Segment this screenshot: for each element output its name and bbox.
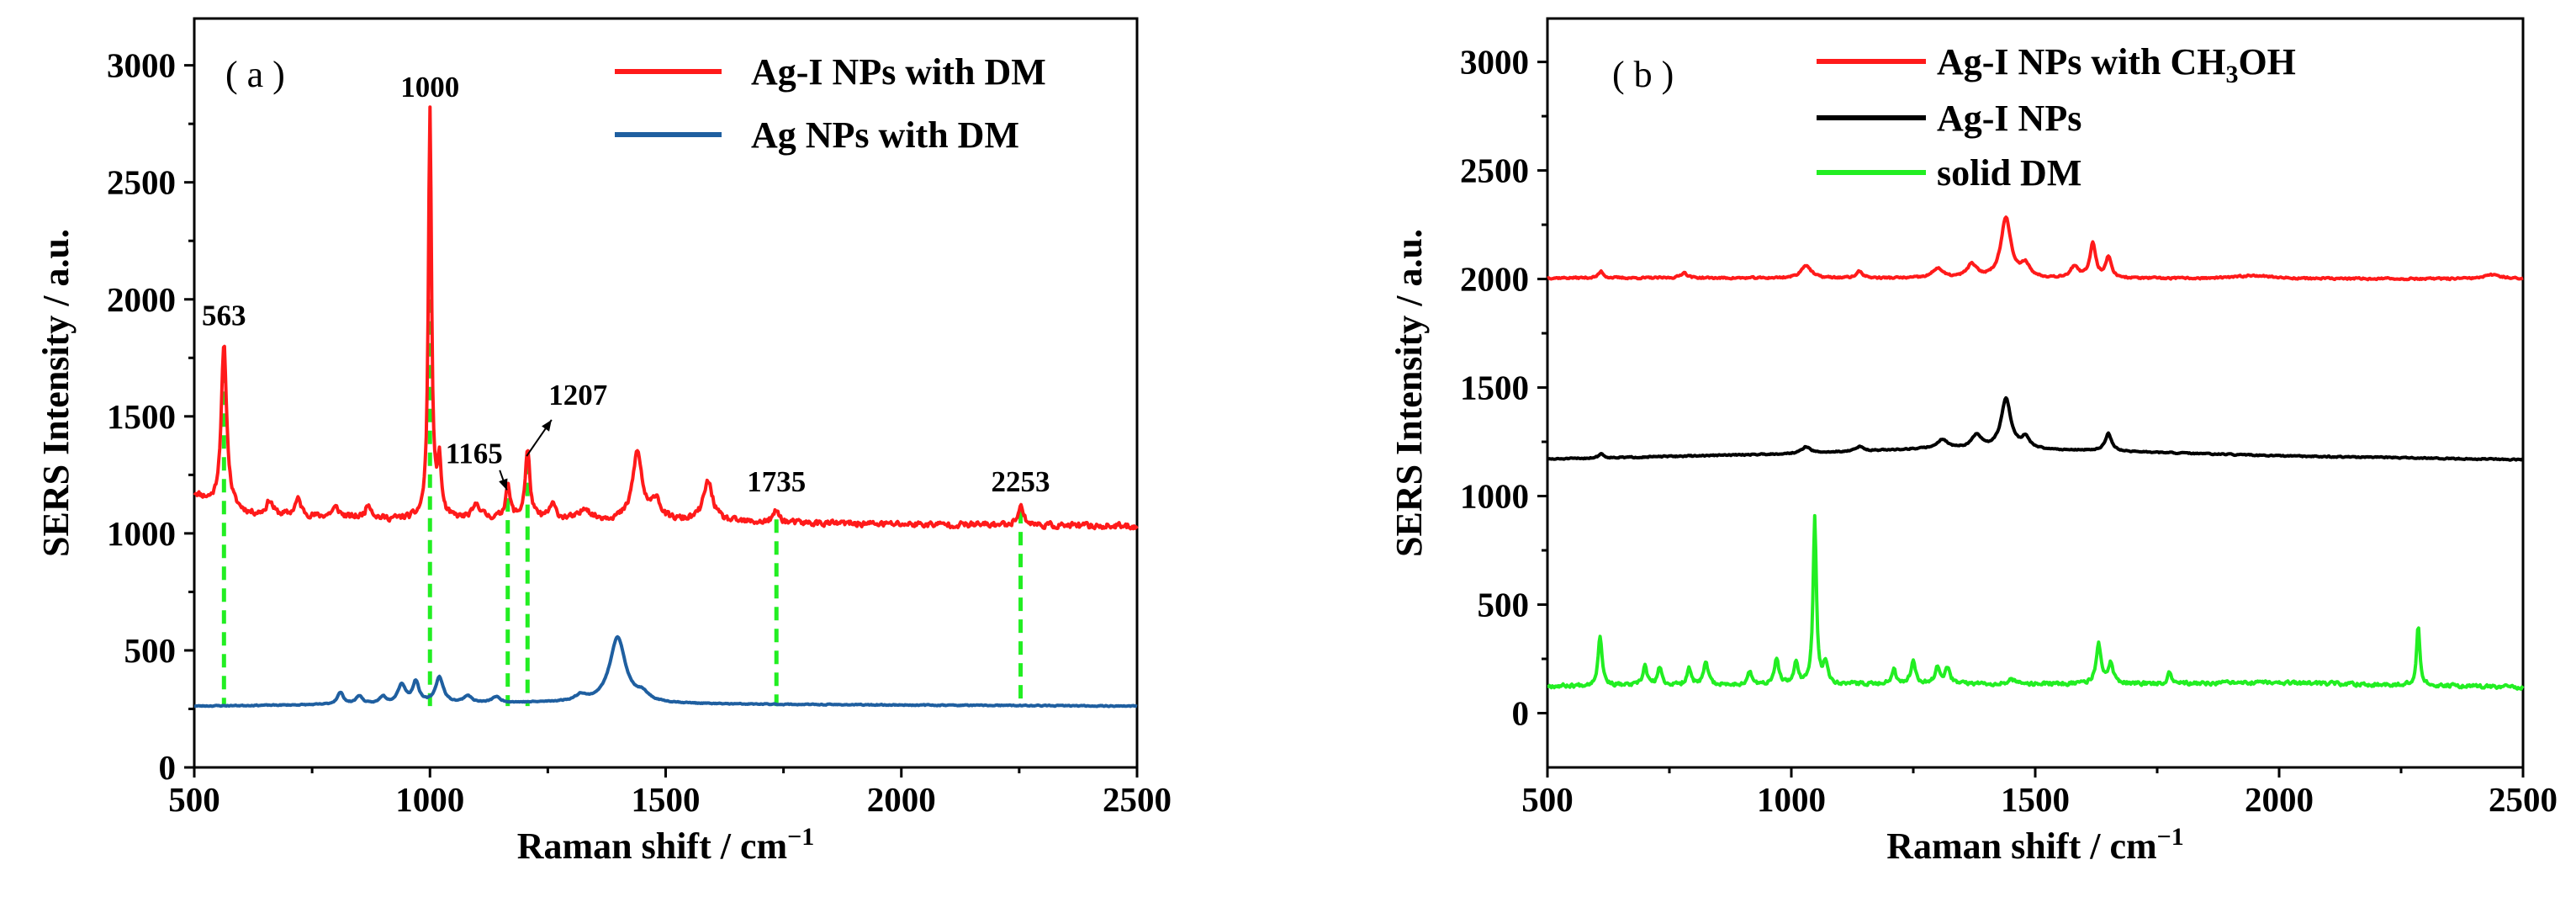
peak-label: 1165	[446, 437, 503, 470]
x-tick-label: 1500	[2001, 780, 2070, 819]
x-axis-label-text: Raman shift / cm	[517, 825, 787, 867]
x-tick-label: 2500	[2489, 780, 2557, 819]
legend-label: Ag-I NPs with DM	[751, 51, 1046, 93]
peak-arrow-1207-head	[542, 419, 552, 432]
legend-label: Ag-I NPs	[1937, 98, 2081, 139]
x-tick-label: 2000	[2245, 780, 2314, 819]
legend-label: Ag NPs with DM	[751, 114, 1019, 156]
chart-a: 500 1000 1500 2000 2500050010001500200025003…	[35, 17, 1172, 867]
peak-label: 563	[202, 299, 246, 332]
x-axis-label: Raman shift / cm−1	[517, 823, 815, 867]
x-tick-label: 1000	[395, 780, 464, 819]
legend-label: Ag-I NPs with CH3OH	[1937, 41, 2296, 88]
chart-b: 500 1000 1500 2000 2500 0 500 1000 1500 2000 2500 3…	[1389, 17, 2557, 867]
y-tick-label: 3000	[1460, 43, 1529, 82]
y-tick-label: 2500	[107, 163, 176, 202]
series-line-ag-i-nps-with-ch3oh	[1547, 215, 2524, 282]
y-axis-label: SERS Intensity / a.u.	[35, 229, 77, 557]
x-axis-label-superscript: −1	[787, 823, 814, 851]
x-axis-label: Raman shift / cm−1	[1886, 823, 2184, 867]
legend-label-part: OH	[2238, 41, 2295, 82]
panel-label: ( a )	[225, 54, 285, 95]
series-line-ag-nps-with-dm	[193, 634, 1138, 709]
y-tick-label: 2500	[1460, 151, 1529, 190]
legend-label: solid DM	[1937, 152, 2081, 194]
y-axis-label: SERS Intensity / a.u.	[1389, 229, 1430, 557]
legend-label-subscript: 3	[2225, 61, 2238, 88]
series-line-ag-i-nps-with-dm	[193, 105, 1139, 531]
y-tick-label: 0	[159, 748, 177, 787]
peak-label: 1735	[747, 465, 806, 498]
y-tick-label: 1000	[1460, 477, 1529, 516]
panel-label: ( b )	[1612, 54, 1674, 95]
series-line-solid-dm	[1547, 513, 2525, 691]
x-axis-label-superscript: −1	[2157, 823, 2184, 851]
y-tick-label: 2000	[1460, 260, 1529, 299]
y-tick-label: 1500	[107, 397, 176, 436]
peak-label: 1207	[548, 379, 607, 411]
y-tick-label: 500	[1478, 586, 1530, 624]
x-tick-label: 1000	[1757, 780, 1826, 819]
series-line-ag-i-nps	[1546, 395, 2524, 462]
peak-label: 1000	[400, 71, 459, 104]
y-tick-label: 3000	[107, 46, 176, 85]
x-tick-label: 1500	[632, 780, 701, 819]
y-tick-label: 1000	[107, 514, 176, 553]
y-tick-label: 2000	[107, 280, 176, 319]
x-tick-label: 2000	[867, 780, 936, 819]
x-axis-label-text: Raman shift / cm	[1886, 825, 2156, 867]
peak-label: 2253	[992, 465, 1050, 498]
x-tick-label: 500	[168, 780, 220, 819]
x-tick-label: 2500	[1103, 780, 1172, 819]
y-tick-label: 0	[1512, 694, 1530, 733]
x-tick-label: 500	[1521, 780, 1574, 819]
y-tick-label: 500	[124, 631, 177, 670]
y-tick-label: 1500	[1460, 369, 1529, 407]
legend-label-part: Ag-I NPs with CH	[1937, 41, 2225, 82]
peak-arrow-1165-head	[499, 478, 508, 491]
